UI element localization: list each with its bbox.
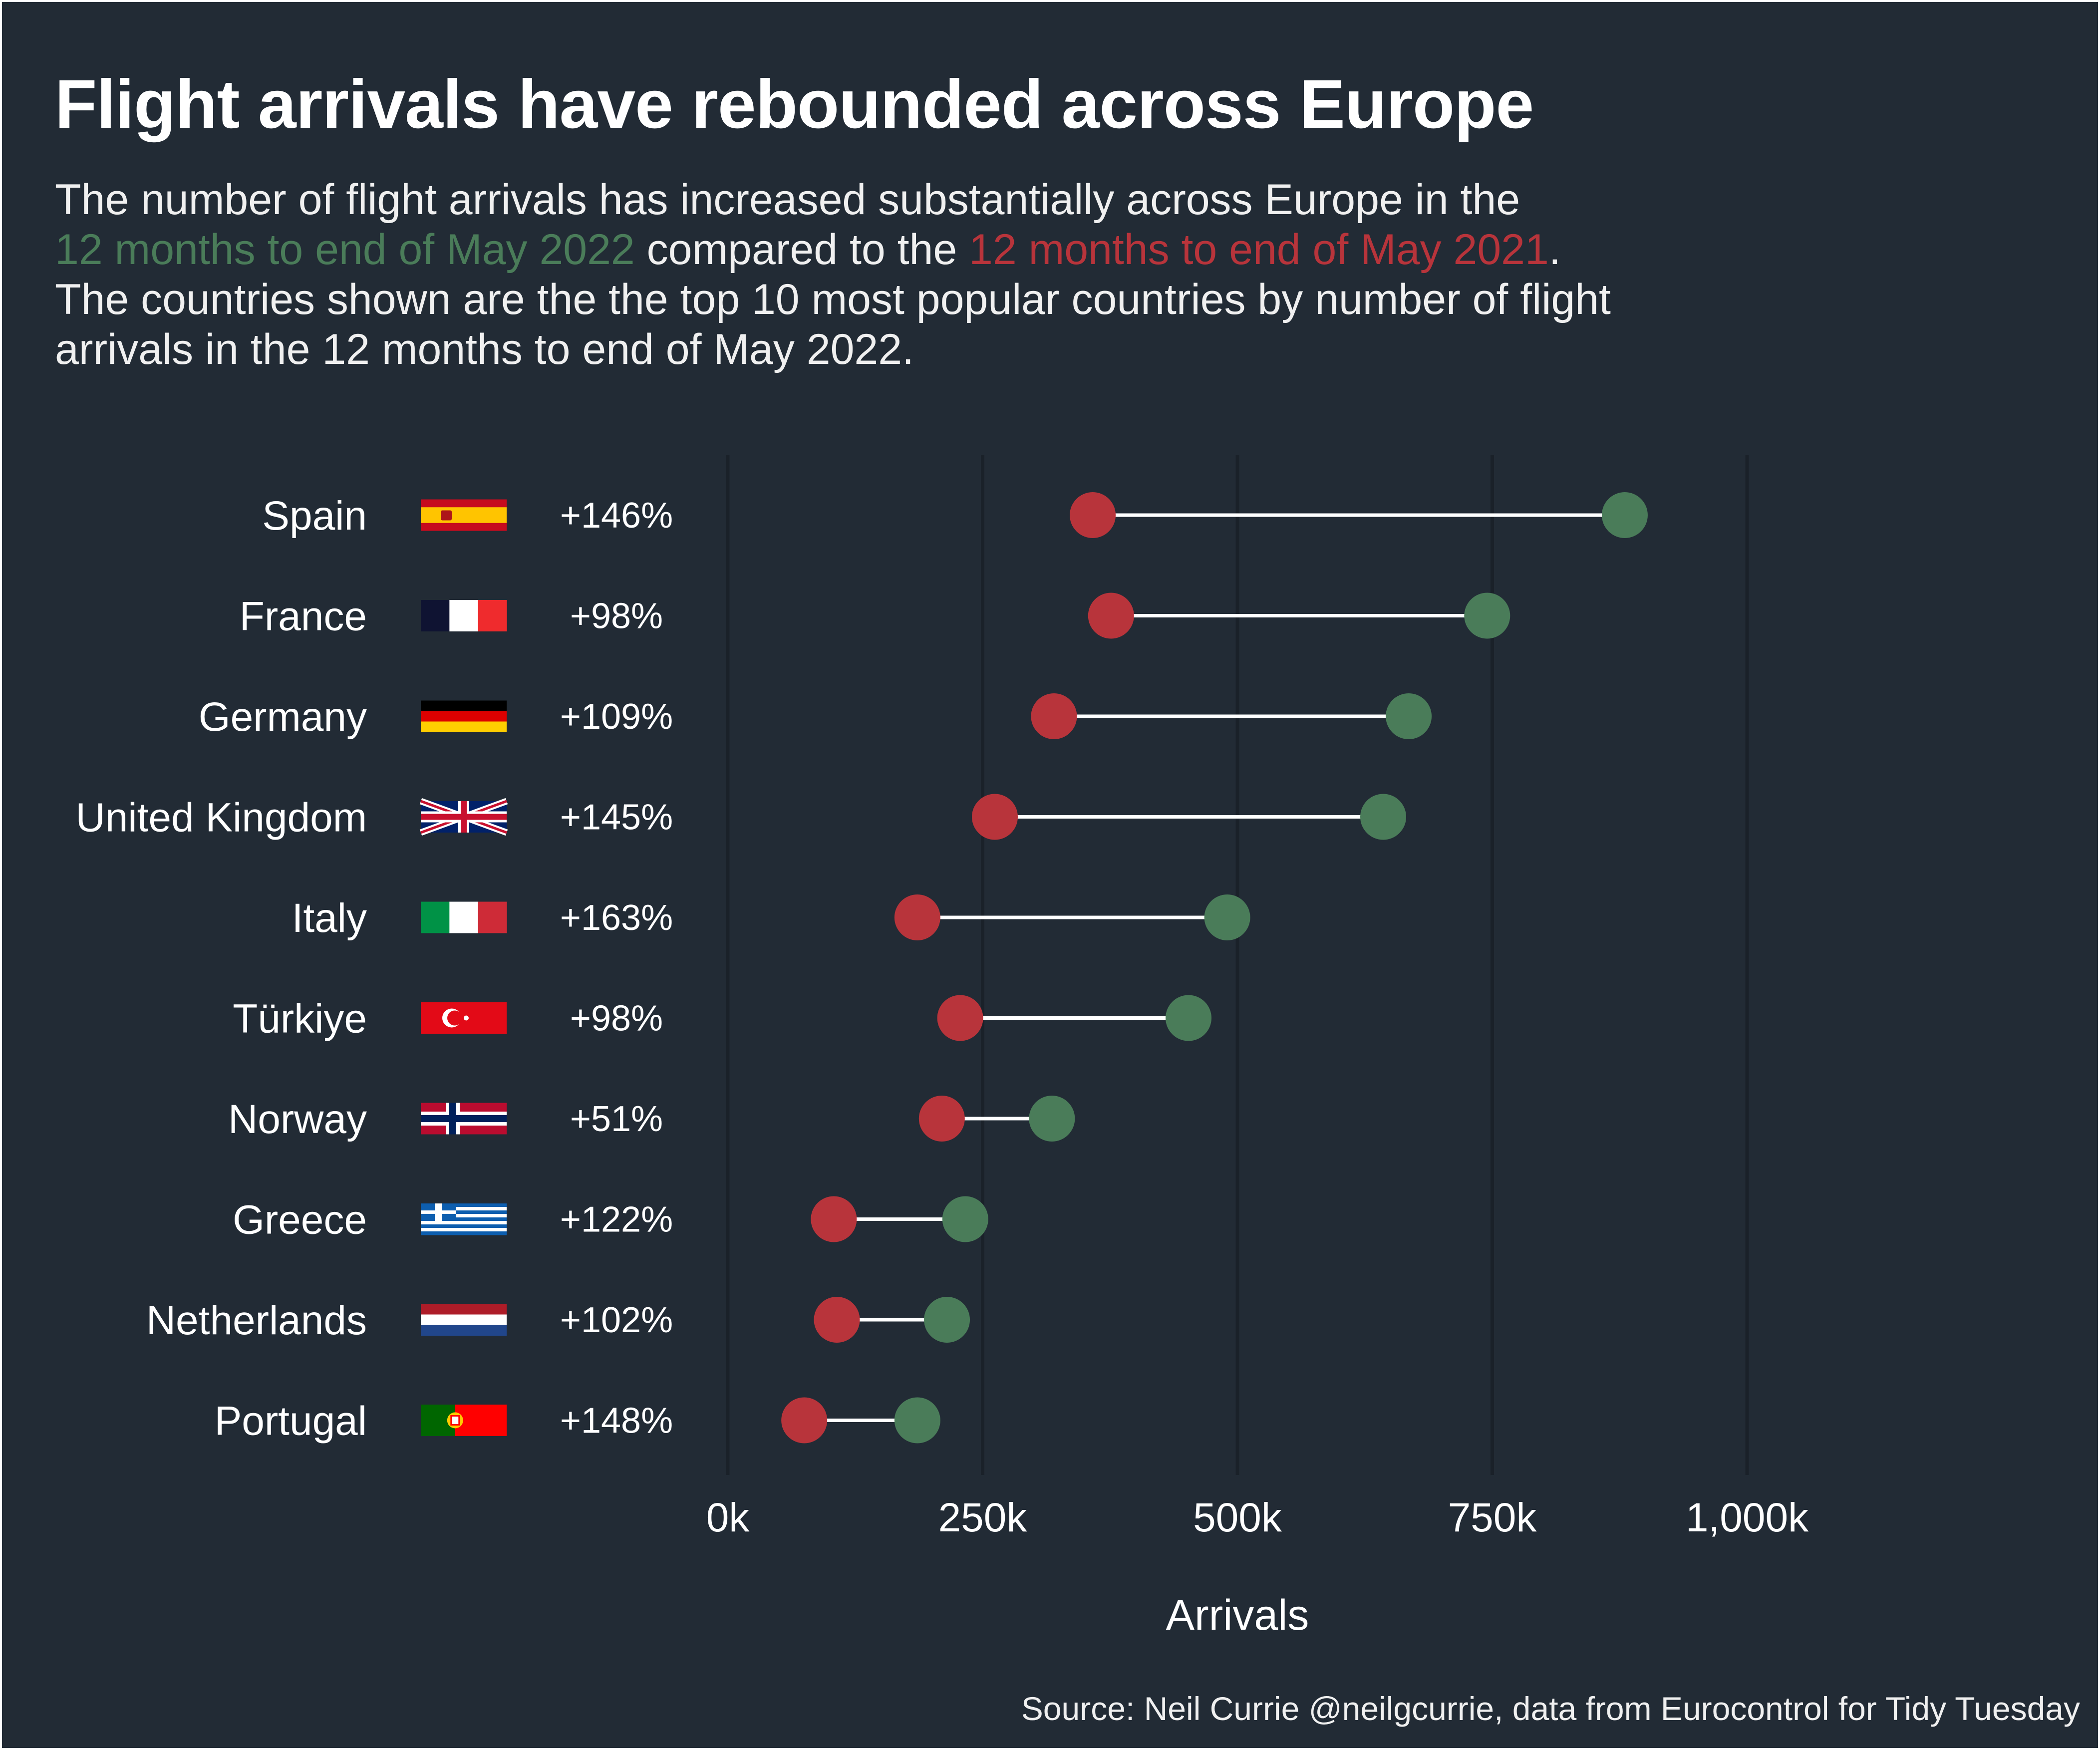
country-label: Türkiye	[233, 996, 367, 1042]
chart-row: Norway +51%	[228, 1096, 1075, 1142]
country-label: Netherlands	[146, 1298, 367, 1343]
point-2021	[894, 894, 940, 940]
point-2022	[1386, 693, 1432, 739]
point-2021	[1088, 592, 1134, 639]
subtitle-line-1: The number of flight arrivals has increa…	[55, 176, 1520, 224]
chart-row: Netherlands +102%	[146, 1297, 970, 1343]
flag-italy-icon	[421, 901, 507, 933]
chart-row: Greece +122%	[233, 1196, 988, 1243]
x-axis: 0k 250k 500k 750k 1,000k Arrivals	[706, 1495, 1809, 1639]
point-2021	[918, 1096, 965, 1142]
point-2021	[937, 995, 983, 1041]
chart-row: Germany +109%	[199, 693, 1432, 740]
point-2022	[1204, 894, 1250, 940]
flag-portugal-icon	[421, 1405, 507, 1436]
subtitle-line-3: The countries shown are the the top 10 m…	[55, 276, 1611, 373]
point-2021	[1070, 492, 1116, 538]
flag-turkiye-icon	[421, 1002, 507, 1034]
chart-row: Portugal +148%	[215, 1397, 940, 1444]
flag-greece-icon	[421, 1203, 507, 1235]
gridlines	[726, 455, 1749, 1475]
point-2022	[942, 1196, 988, 1242]
x-tick-label: 500k	[1193, 1495, 1282, 1540]
chart-row: Spain +146%	[262, 492, 1648, 539]
chart-row: Italy +163%	[292, 894, 1250, 941]
chart-row: Türkiye +98%	[233, 995, 1211, 1042]
country-label: United Kingdom	[76, 795, 367, 841]
point-2022	[1029, 1096, 1075, 1142]
percent-change-label: +163%	[560, 898, 673, 938]
subtitle-period-2021: 12 months to end of May 2021	[969, 226, 1549, 274]
country-label: Norway	[228, 1097, 367, 1142]
percent-change-label: +98%	[570, 596, 663, 636]
chart-subtitle: The number of flight arrivals has increa…	[55, 175, 1752, 374]
percent-change-label: +148%	[560, 1401, 673, 1441]
x-tick-label: 1,000k	[1686, 1495, 1809, 1540]
percent-change-label: +145%	[560, 798, 673, 838]
point-2022	[894, 1397, 940, 1444]
flag-france-icon	[421, 600, 507, 631]
flag-spain-icon	[421, 499, 507, 531]
source-note: Source: Neil Currie @neilgcurrie, data f…	[1021, 1690, 2080, 1727]
country-label: Spain	[262, 493, 367, 539]
country-label: France	[240, 594, 367, 639]
flag-germany-icon	[421, 700, 507, 732]
point-2021	[972, 794, 1018, 840]
country-label: Germany	[199, 694, 367, 740]
percent-change-label: +102%	[560, 1300, 673, 1340]
point-2022	[1360, 794, 1407, 840]
chart-row: United Kingdom +145%	[76, 794, 1407, 841]
x-tick-label: 250k	[938, 1495, 1028, 1540]
country-label: Portugal	[215, 1399, 367, 1444]
country-label: Greece	[233, 1197, 367, 1243]
point-2021	[781, 1397, 828, 1444]
point-2022	[1165, 995, 1211, 1041]
flag-netherlands-icon	[421, 1304, 507, 1336]
percent-change-label: +98%	[570, 999, 663, 1039]
chart-title: Flight arrivals have rebounded across Eu…	[55, 66, 1534, 143]
point-2022	[924, 1297, 970, 1343]
point-2021	[814, 1297, 860, 1343]
percent-change-label: +51%	[570, 1099, 663, 1139]
flag-norway-icon	[421, 1103, 507, 1135]
country-label: Italy	[292, 895, 367, 941]
x-axis-title: Arrivals	[1166, 1591, 1309, 1639]
subtitle-period-2022: 12 months to end of May 2022	[55, 226, 635, 274]
subtitle-period-end: .	[1548, 226, 1561, 274]
point-2021	[811, 1196, 857, 1242]
flag-united-kingdom-icon	[419, 798, 508, 836]
point-2021	[1031, 693, 1077, 739]
percent-change-label: +122%	[560, 1200, 673, 1240]
percent-change-label: +146%	[560, 496, 673, 536]
percent-change-label: +109%	[560, 697, 673, 737]
chart-row: France +98%	[240, 592, 1510, 639]
x-tick-label: 0k	[706, 1495, 750, 1540]
point-2022	[1601, 492, 1648, 538]
point-2022	[1464, 592, 1510, 639]
x-tick-label: 750k	[1448, 1495, 1537, 1540]
chart-rows: Spain +146% France +98% Germany +109% United K…	[76, 492, 1648, 1444]
subtitle-compared: compared to the	[634, 226, 969, 274]
